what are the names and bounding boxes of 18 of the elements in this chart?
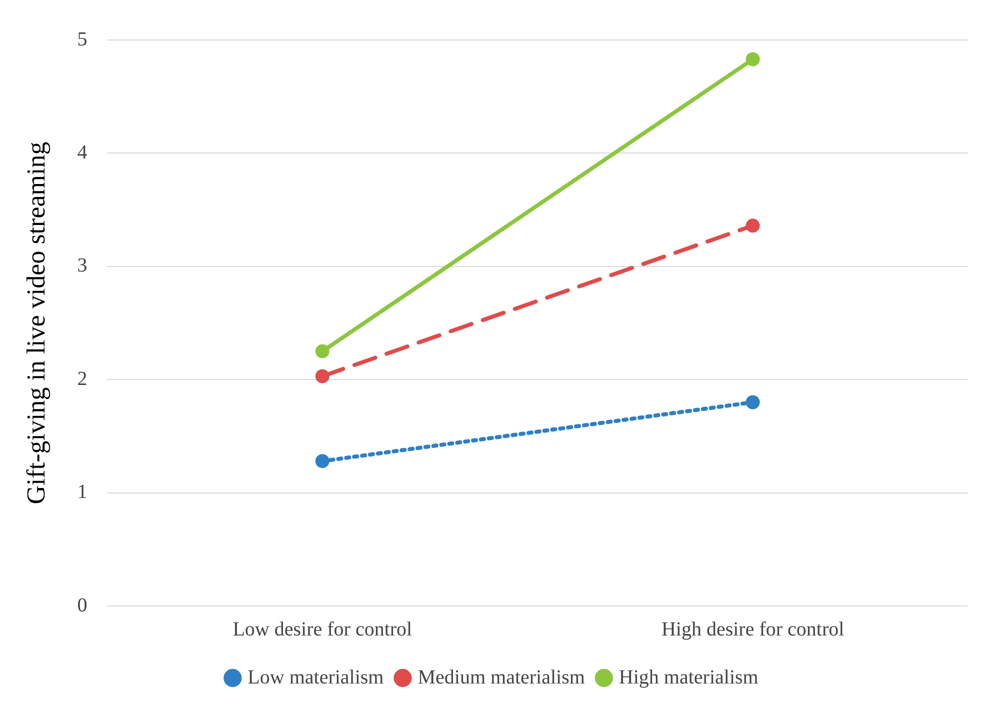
y-tick-label: 1	[77, 481, 88, 504]
y-tick-label: 0	[77, 594, 88, 616]
y-axis-title: Gift-giving in live video streaming	[21, 142, 50, 504]
point	[315, 344, 330, 358]
point	[315, 454, 330, 468]
point	[746, 52, 760, 66]
legend-label: Medium materialism	[418, 666, 586, 688]
legend-label: High materialism	[618, 666, 759, 688]
y-tick-label: 2	[77, 368, 88, 390]
legend-label: Low materialism	[248, 666, 384, 688]
x-tick-label: Low desire for control	[232, 618, 413, 640]
y-tick-label: 5	[77, 28, 88, 50]
y-tick-label: 4	[77, 141, 88, 164]
y-tick-label: 3	[77, 254, 88, 277]
x-tick-label: High desire for control	[661, 618, 845, 640]
point	[315, 369, 330, 384]
point	[746, 395, 760, 410]
point	[746, 218, 760, 233]
